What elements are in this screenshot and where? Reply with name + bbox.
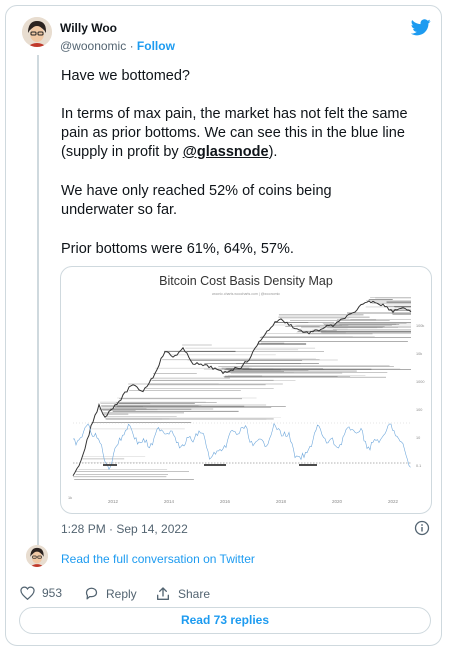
right-axis-label: 10 [416,436,420,440]
read-replies-button[interactable]: Read 73 replies [19,607,431,634]
chart-subtitle: woonic.charts.woocharts.com | @woonomic [212,292,280,296]
twitter-bird-icon[interactable] [411,19,431,36]
x-tick-label: 2016 [220,499,231,504]
separator-dot: · [129,39,134,53]
tweet-paragraph-1: Have we bottomed? [61,67,421,86]
tweet-text-3: We have only reached 52% of coins being … [61,183,332,218]
supply-in-profit-series-line [73,422,411,471]
tweet-media-image[interactable]: Bitcoin Cost Basis Density Map woonic.ch… [60,266,432,514]
right-axis-label: 0.1 [416,464,421,468]
tweet-paragraph-4: Prior bottoms were 61%, 64%, 57%. [61,240,401,259]
like-button[interactable]: 953 [20,586,62,600]
reply-label: Reply [106,586,137,601]
author-avatar[interactable] [22,17,52,47]
right-axis-label: 10k [416,352,422,356]
tweet-text-1: Have we bottomed? [61,68,190,84]
tweet-timestamp[interactable]: 1:28 PM · Sep 14, 2022 [61,522,188,536]
author-name[interactable]: Willy Woo [60,21,117,35]
tweet-paragraph-2: In terms of max pain, the market has not… [61,105,421,162]
follow-button[interactable]: Follow [136,39,175,53]
x-tick-label: 2022 [388,499,399,504]
author-handle[interactable]: @woonomic [60,39,127,53]
chart-title: Bitcoin Cost Basis Density Map [159,274,333,288]
chart-axes: 2012 2014 2016 2018 2020 2022 100k 10k 1000 100 10… [68,324,424,504]
right-axis-label: 100k [416,324,424,328]
share-label: Share [178,587,211,601]
supply-in-profit-line [73,422,411,471]
read-conversation-link[interactable]: Read the full conversation on Twitter [61,552,255,566]
share-icon [157,587,169,600]
x-tick-label: 2018 [276,499,287,504]
cost-basis-density [73,297,411,480]
price-series-line [72,300,412,476]
x-tick-label: 2020 [332,499,343,504]
left-axis-label: 1k [68,496,72,500]
x-tick-label: 2012 [108,499,119,504]
reply-icon [85,587,98,600]
conversation-avatar[interactable] [26,545,48,567]
x-tick-label: 2014 [164,499,175,504]
info-icon[interactable] [414,520,430,536]
author-handle-line: @woonomic · Follow [60,39,175,53]
heart-icon [20,586,35,600]
mention-link[interactable]: @glassnode [182,144,269,160]
right-axis-label: 1000 [416,380,424,384]
right-axis-label: 100 [416,408,422,412]
tweet-text-2-end: ). [268,144,278,160]
like-count: 953 [42,586,63,600]
tweet-paragraph-3: We have only reached 52% of coins being … [61,182,401,220]
share-button[interactable]: Share [155,586,210,602]
thread-line [37,55,39,545]
reply-button[interactable]: Reply [84,586,137,601]
cost-basis-chart: Bitcoin Cost Basis Density Map woonic.ch… [68,274,424,504]
tweet-text-2: In terms of max pain, the market has not… [61,106,408,160]
tweet-text-4: Prior bottoms were 61%, 64%, 57%. [61,241,294,257]
price-line [72,300,412,476]
